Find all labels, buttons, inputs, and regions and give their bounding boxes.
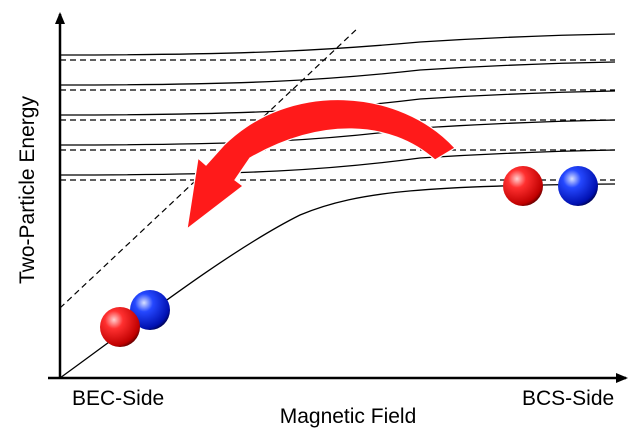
blue-particle-icon bbox=[130, 290, 170, 330]
free-pair-icon bbox=[503, 166, 598, 206]
solid-level bbox=[59, 61, 616, 86]
bound-pair-molecule-icon bbox=[100, 290, 170, 347]
blue-particle-icon bbox=[558, 166, 598, 206]
x-axis-label: Magnetic Field bbox=[279, 405, 417, 428]
red-particle-icon bbox=[503, 166, 543, 206]
y-axis-label: Two-Particle Energy bbox=[16, 96, 39, 284]
bound-state-curve bbox=[59, 183, 616, 379]
solid-level bbox=[59, 90, 616, 116]
red-particle-icon bbox=[100, 307, 140, 347]
bcs-side-label: BCS-Side bbox=[522, 387, 615, 410]
solid-level bbox=[59, 149, 616, 176]
curved-red-arrow-icon bbox=[186, 98, 456, 231]
bec-side-label: BEC-Side bbox=[72, 387, 165, 410]
solid-level bbox=[59, 33, 616, 56]
